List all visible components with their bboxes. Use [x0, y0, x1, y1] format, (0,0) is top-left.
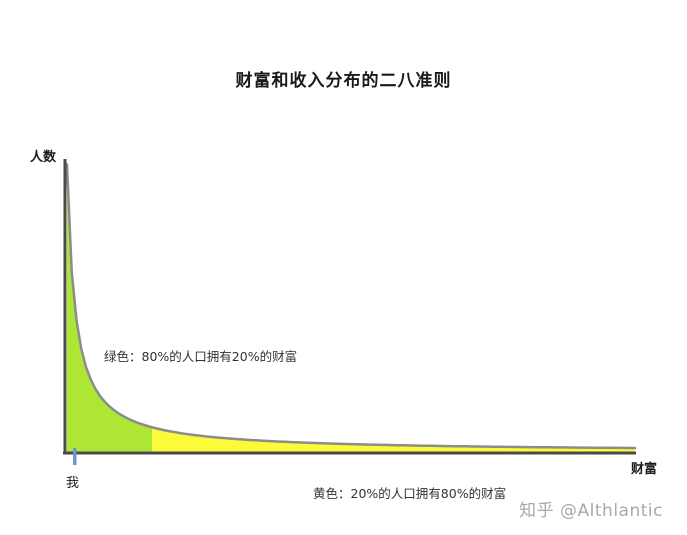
green-region-annotation: 绿色：80%的人口拥有20%的财富 [104, 349, 298, 364]
me-marker-tick [73, 448, 77, 465]
yellow-area-20pct-population [152, 427, 635, 452]
yellow-region-annotation: 黄色：20%的人口拥有80%的财富 [313, 486, 507, 501]
zhihu-watermark: 知乎 @Althlantic [519, 501, 663, 521]
me-annotation: 我 [66, 476, 80, 491]
y-axis-label: 人数 [30, 150, 57, 165]
green-area-80pct-population [67, 164, 153, 452]
pareto-curve [65, 163, 637, 450]
chart-title: 财富和收入分布的二八准则 [235, 71, 452, 91]
x-axis-label: 财富 [631, 462, 658, 477]
